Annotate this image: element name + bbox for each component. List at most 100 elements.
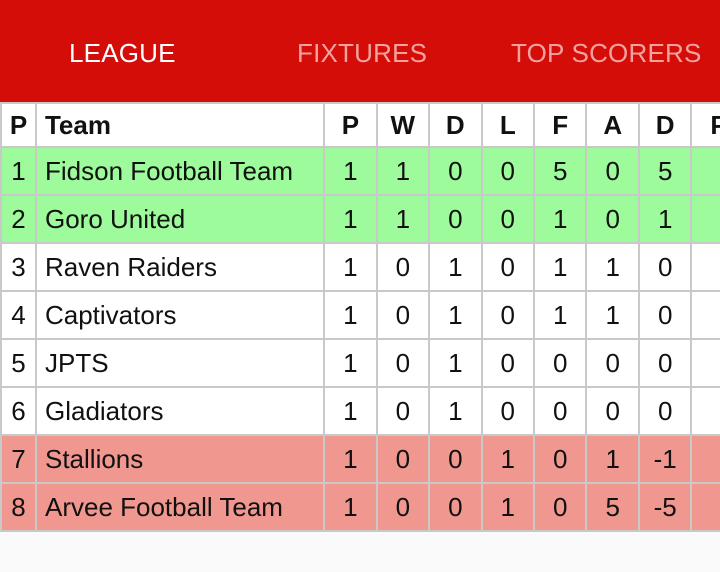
row-goal-difference: -5 [637, 482, 693, 532]
tab-bar: LEAGUE FIXTURES TOP SCORERS [0, 0, 720, 102]
row-played: 1 [323, 386, 378, 436]
row-goals-for: 1 [532, 290, 588, 340]
tab-top-scorers[interactable]: TOP SCORERS [511, 38, 702, 68]
row-lost: 0 [480, 290, 536, 340]
header-won: W [375, 102, 431, 148]
row-points: 3 [690, 146, 720, 196]
row-won: 0 [375, 482, 431, 532]
row-team-name: Gladiators [34, 386, 326, 436]
row-position: 1 [0, 146, 37, 196]
row-won: 0 [375, 434, 431, 484]
row-points: 0 [690, 482, 720, 532]
row-drawn: 0 [428, 194, 483, 244]
row-lost: 0 [480, 146, 536, 196]
row-played: 1 [323, 146, 378, 196]
row-drawn: 1 [428, 290, 483, 340]
row-goal-difference: 0 [637, 338, 693, 388]
row-team-name: Stallions [34, 434, 326, 484]
row-position: 3 [0, 242, 37, 292]
row-goals-against: 5 [585, 482, 640, 532]
header-goal-difference: D [637, 102, 693, 148]
row-goals-for: 0 [532, 338, 588, 388]
row-position: 5 [0, 338, 37, 388]
table-row[interactable]: 6Gladiators10100001 [0, 386, 720, 436]
row-drawn: 0 [428, 434, 483, 484]
row-goals-for: 1 [532, 242, 588, 292]
row-won: 1 [375, 194, 431, 244]
row-played: 1 [323, 194, 378, 244]
row-drawn: 1 [428, 242, 483, 292]
row-points: 1 [690, 386, 720, 436]
table-row[interactable]: 5JPTS10100001 [0, 338, 720, 388]
tab-league[interactable]: LEAGUE [69, 38, 176, 68]
row-drawn: 1 [428, 338, 483, 388]
tab-fixtures[interactable]: FIXTURES [297, 38, 428, 68]
row-won: 0 [375, 242, 431, 292]
row-played: 1 [323, 434, 378, 484]
row-goal-difference: 5 [637, 146, 693, 196]
row-played: 1 [323, 338, 378, 388]
row-goals-for: 0 [532, 482, 588, 532]
row-played: 1 [323, 290, 378, 340]
row-position: 6 [0, 386, 37, 436]
row-lost: 1 [480, 434, 536, 484]
row-lost: 0 [480, 338, 536, 388]
row-position: 8 [0, 482, 37, 532]
header-team: Team [34, 102, 326, 148]
row-team-name: Captivators [34, 290, 326, 340]
header-goals-against: A [585, 102, 640, 148]
header-goals-for: F [532, 102, 588, 148]
row-goals-for: 1 [532, 194, 588, 244]
row-lost: 0 [480, 242, 536, 292]
row-team-name: Fidson Football Team [34, 146, 326, 196]
row-points: 1 [690, 338, 720, 388]
table-row[interactable]: 4Captivators10101101 [0, 290, 720, 340]
row-lost: 0 [480, 194, 536, 244]
header-position: P [0, 102, 37, 148]
row-played: 1 [323, 482, 378, 532]
row-position: 4 [0, 290, 37, 340]
row-goal-difference: 0 [637, 242, 693, 292]
row-goal-difference: 1 [637, 194, 693, 244]
row-goals-against: 0 [585, 194, 640, 244]
row-lost: 1 [480, 482, 536, 532]
row-team-name: Arvee Football Team [34, 482, 326, 532]
row-won: 0 [375, 290, 431, 340]
row-drawn: 0 [428, 482, 483, 532]
row-goals-against: 0 [585, 338, 640, 388]
header-played: P [323, 102, 378, 148]
row-won: 0 [375, 386, 431, 436]
row-goals-for: 5 [532, 146, 588, 196]
header-drawn: D [428, 102, 483, 148]
header-lost: L [480, 102, 536, 148]
row-goal-difference: 0 [637, 290, 693, 340]
row-played: 1 [323, 242, 378, 292]
row-points: 0 [690, 434, 720, 484]
row-drawn: 0 [428, 146, 483, 196]
row-won: 1 [375, 146, 431, 196]
row-team-name: Goro United [34, 194, 326, 244]
row-points: 1 [690, 242, 720, 292]
row-points: 3 [690, 194, 720, 244]
row-goal-difference: -1 [637, 434, 693, 484]
row-goals-against: 1 [585, 242, 640, 292]
row-team-name: Raven Raiders [34, 242, 326, 292]
header-points: Pts [690, 102, 720, 148]
row-goals-for: 0 [532, 434, 588, 484]
row-goals-against: 1 [585, 434, 640, 484]
row-goals-for: 0 [532, 386, 588, 436]
row-lost: 0 [480, 386, 536, 436]
row-points: 1 [690, 290, 720, 340]
row-team-name: JPTS [34, 338, 326, 388]
table-header-row: P Team P W D L F A D Pts [0, 102, 720, 148]
row-won: 0 [375, 338, 431, 388]
row-drawn: 1 [428, 386, 483, 436]
row-goals-against: 0 [585, 386, 640, 436]
